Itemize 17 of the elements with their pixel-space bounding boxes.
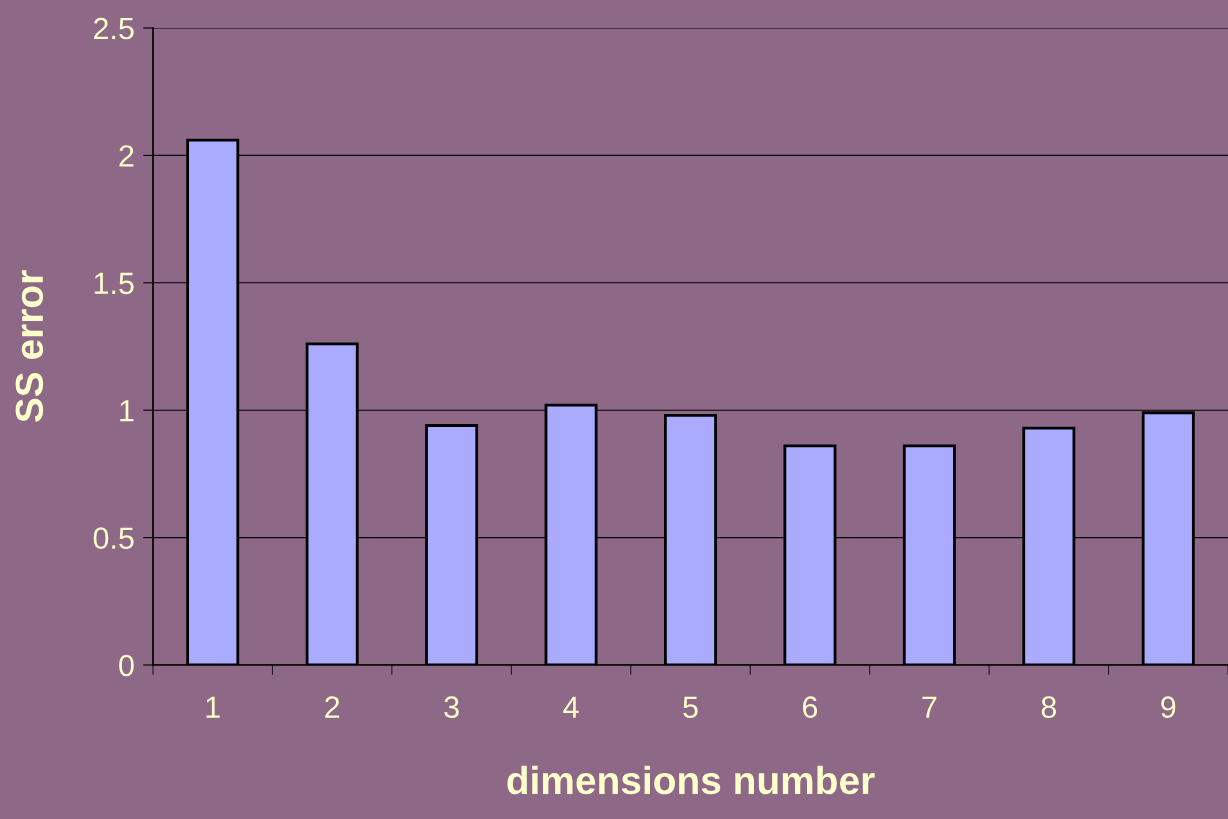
x-axis-title: dimensions number <box>507 765 875 795</box>
y-tick-label: 2.5 <box>94 17 134 40</box>
y-tick-label: 0 <box>119 654 134 677</box>
x-tick-label: 3 <box>444 696 459 718</box>
x-tick-label: 8 <box>1041 696 1056 718</box>
x-tick-label: 1 <box>206 696 220 718</box>
y-tick-label: 1 <box>120 400 134 422</box>
y-tick-label: 0.5 <box>93 527 134 549</box>
x-tick-label: 2 <box>325 696 340 718</box>
x-tick-label: 4 <box>563 696 579 718</box>
y-tick-label: 1.5 <box>94 272 134 295</box>
y-tick-label: 2 <box>119 145 134 167</box>
x-tick-label: 7 <box>922 696 937 718</box>
x-tick-label: 6 <box>803 696 818 718</box>
x-tick-label: 9 <box>1161 696 1176 718</box>
y-axis-title: SS error <box>15 270 44 423</box>
x-tick-label: 5 <box>683 696 698 718</box>
